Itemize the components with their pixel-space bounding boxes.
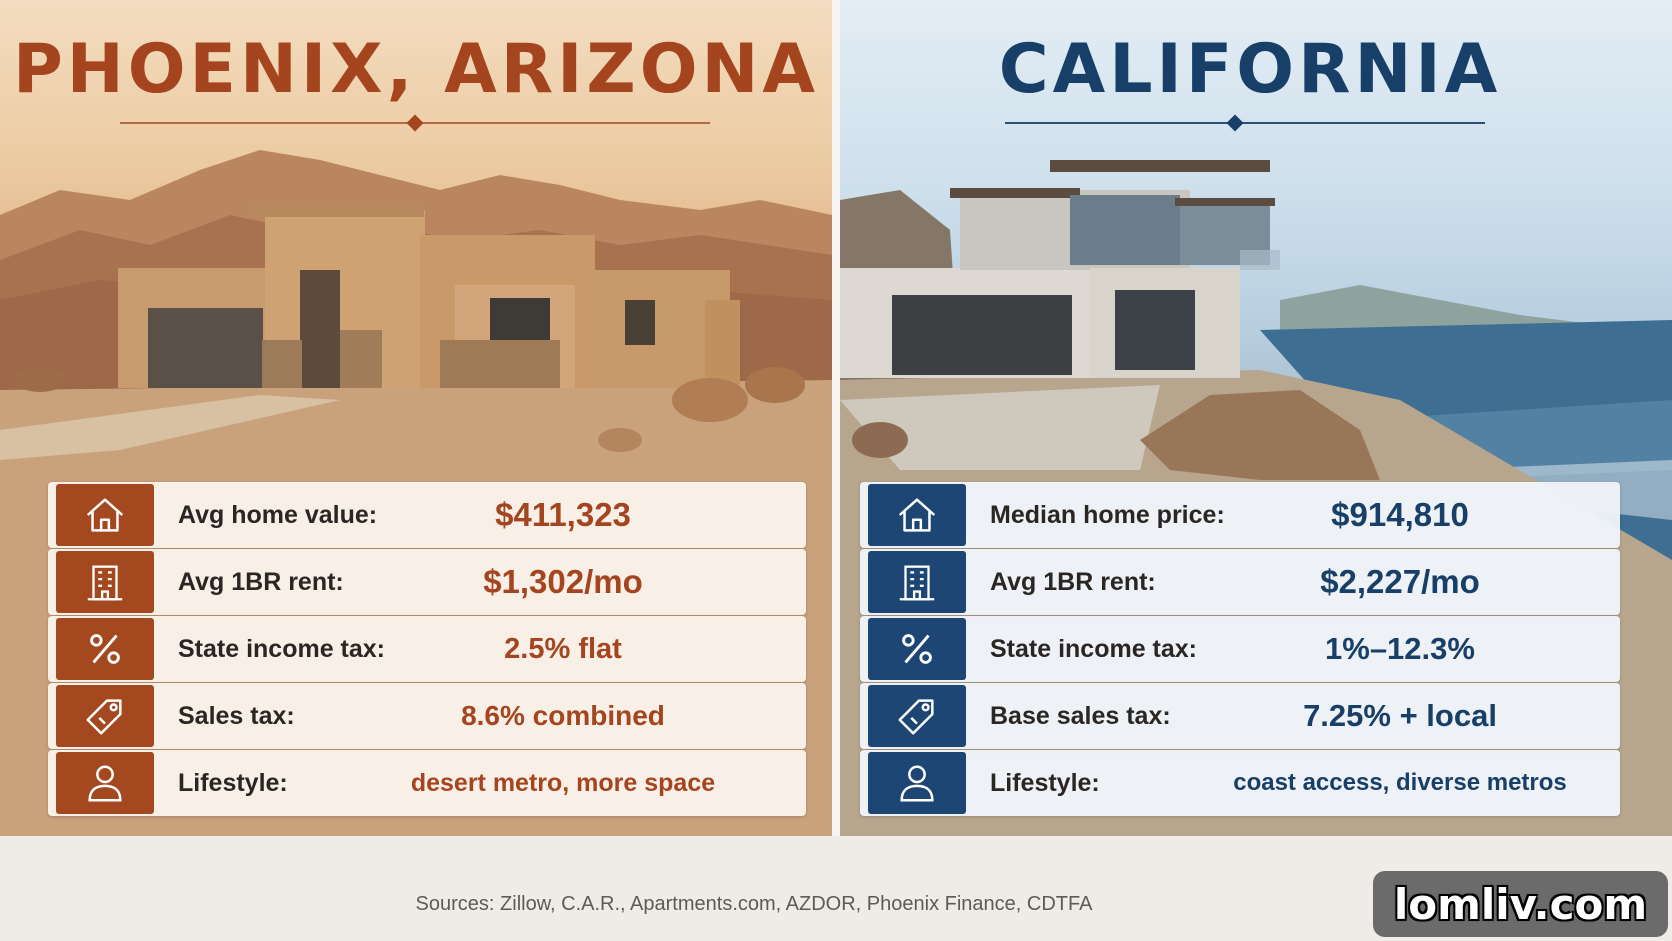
- title-divider: [1005, 122, 1485, 124]
- price-tag-icon: [868, 685, 966, 747]
- brand-watermark: lomliv.com: [1373, 871, 1668, 937]
- stat-label: State income tax:: [990, 634, 1198, 663]
- stat-label: Sales tax:: [178, 701, 295, 730]
- california-title: CALIFORNIA: [998, 30, 1502, 109]
- stat-label: Lifestyle:: [990, 768, 1100, 797]
- stat-label: Avg 1BR rent:: [178, 567, 344, 596]
- house-icon: [56, 484, 154, 546]
- stat-value: $2,227/mo: [1320, 563, 1480, 600]
- stat-value: desert metro, more space: [410, 768, 716, 797]
- building-icon: [868, 551, 966, 613]
- stat-row-lifestyle: Lifestyle: desert metro, more space: [48, 750, 806, 816]
- stat-row-sales-tax: Sales tax: 8.6% combined: [48, 683, 806, 749]
- stat-row-home-value: Avg home value: $411,323: [48, 482, 806, 548]
- person-icon: [56, 752, 154, 814]
- stat-value: $914,810: [1331, 496, 1469, 533]
- percent-icon: [868, 618, 966, 680]
- stat-value: $1,302/mo: [483, 563, 643, 600]
- stat-row-income-tax: State income tax: 1%–12.3%: [860, 616, 1620, 682]
- stat-value: $411,323: [495, 496, 631, 533]
- phoenix-stats-table: Avg home value: $411,323 Avg 1BR rent: $…: [48, 482, 806, 817]
- stat-value: 8.6% combined: [461, 700, 665, 731]
- stat-value: 7.25% + local: [1303, 698, 1497, 733]
- stat-label: Avg home value:: [178, 500, 378, 529]
- stat-row-home-price: Median home price: $914,810: [860, 482, 1620, 548]
- stat-label: State income tax:: [178, 634, 386, 663]
- price-tag-icon: [56, 685, 154, 747]
- stat-label: Median home price:: [990, 500, 1225, 529]
- building-icon: [56, 551, 154, 613]
- stat-value: 1%–12.3%: [1325, 631, 1475, 666]
- stat-row-rent: Avg 1BR rent: $1,302/mo: [48, 549, 806, 615]
- stat-label: Avg 1BR rent:: [990, 567, 1156, 596]
- panel-divider: [832, 0, 840, 836]
- stat-row-lifestyle: Lifestyle: coast access, diverse metros: [860, 750, 1620, 816]
- percent-icon: [56, 618, 154, 680]
- person-icon: [868, 752, 966, 814]
- california-stats-table: Median home price: $914,810 Avg 1BR rent…: [860, 482, 1620, 817]
- house-icon: [868, 484, 966, 546]
- footer: Sources: Zillow, C.A.R., Apartments.com,…: [0, 836, 1672, 941]
- california-panel: CALIFORNIA Median home price: $914,810 A…: [840, 0, 1672, 836]
- stat-row-sales-tax: Base sales tax: 7.25% + local: [860, 683, 1620, 749]
- stat-value: coast access, diverse metros: [1233, 769, 1567, 796]
- stat-label: Lifestyle:: [178, 768, 288, 797]
- stat-row-income-tax: State income tax: 2.5% flat: [48, 616, 806, 682]
- stat-value: 2.5% flat: [504, 632, 622, 665]
- phoenix-panel: PHOENIX, ARIZONA Avg home value: $411,32…: [0, 0, 832, 836]
- sources-note: Sources: Zillow, C.A.R., Apartments.com,…: [415, 893, 1093, 915]
- phoenix-title: PHOENIX, ARIZONA: [12, 30, 820, 109]
- stat-row-rent: Avg 1BR rent: $2,227/mo: [860, 549, 1620, 615]
- stat-label: Base sales tax:: [990, 701, 1171, 730]
